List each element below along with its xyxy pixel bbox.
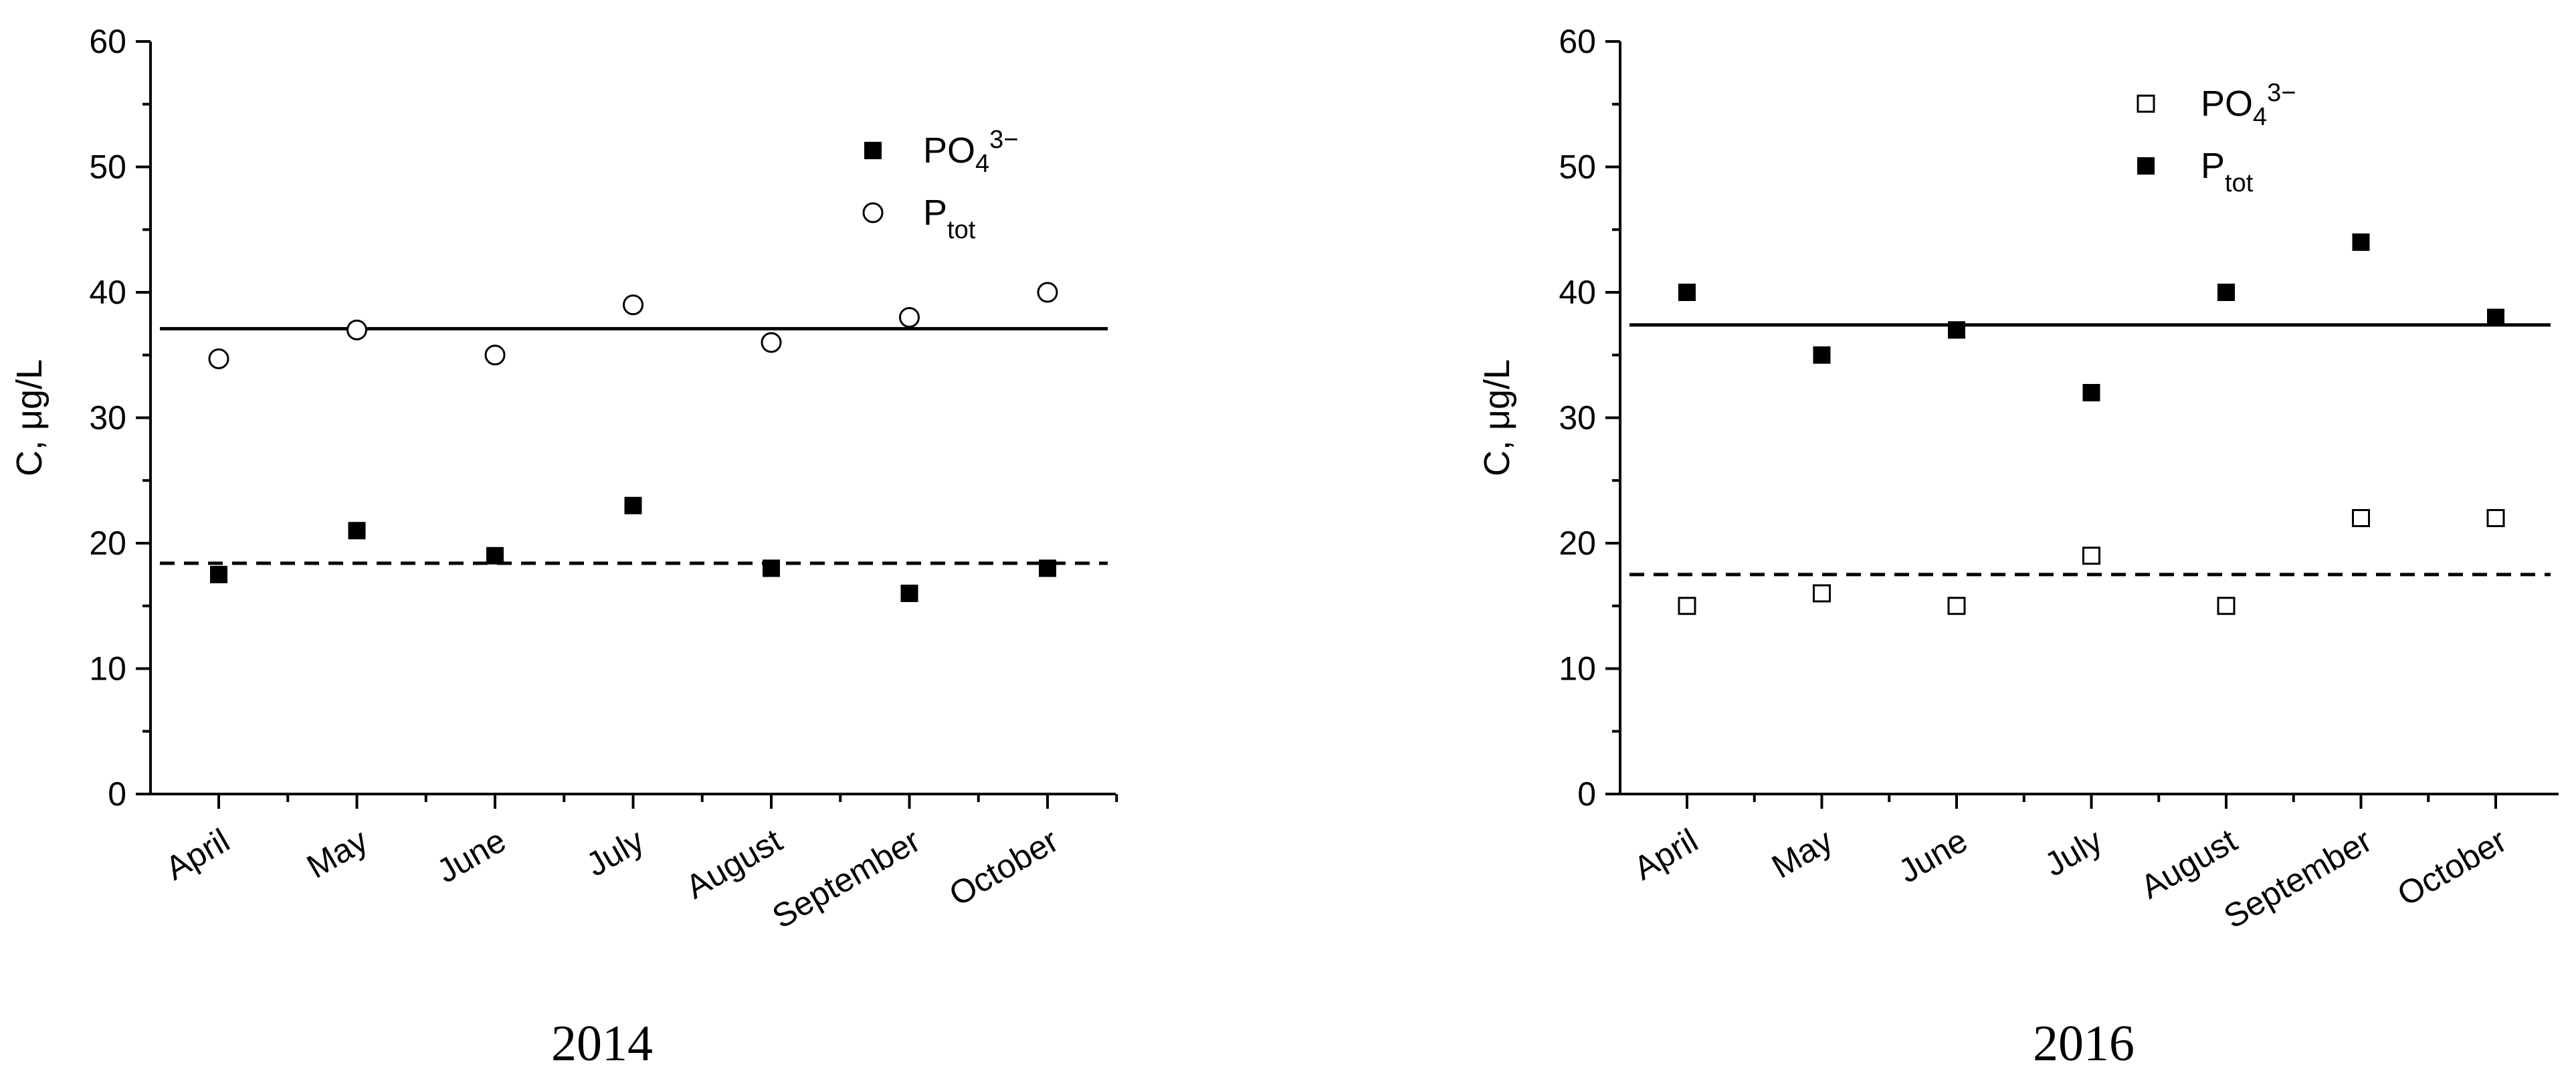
- panel-caption: 2016: [2033, 1015, 2135, 1072]
- y-tick-label: 20: [89, 524, 126, 562]
- x-tick-label-april: April: [1627, 821, 1704, 888]
- x-tick-label-september: September: [2217, 821, 2378, 936]
- chart-panel-2014: 0 10 20 30 40 50 60 April May June July AugustSepte…: [9, 23, 1118, 1072]
- data-point-series-0-august: [763, 559, 780, 577]
- data-point-series-0-july: [624, 496, 642, 514]
- data-point-series-1-june: [1948, 321, 1965, 339]
- data-point-series-1-september: [899, 307, 920, 328]
- y-tick-label: 60: [1559, 23, 1596, 60]
- x-tick-label-october: October: [2391, 821, 2512, 913]
- data-point-series-0-june: [486, 547, 504, 565]
- y-tick-label: 10: [89, 650, 126, 688]
- legend-marker-1: [2137, 157, 2155, 175]
- data-point-series-1-august: [2217, 284, 2235, 301]
- y-tick-label: 40: [89, 274, 126, 311]
- legend-label-1: Ptot: [923, 193, 976, 244]
- x-tick-label-may: May: [300, 821, 374, 886]
- data-point-series-0-may: [1813, 584, 1831, 603]
- y-tick-label: 40: [1559, 274, 1596, 311]
- y-axis-label: C, μg/L: [1477, 359, 1517, 476]
- data-point-series-0-september: [2352, 509, 2370, 527]
- y-tick-label: 0: [108, 775, 126, 813]
- y-tick-label: 50: [89, 149, 126, 186]
- data-point-series-0-july: [2082, 547, 2100, 565]
- data-point-series-1-april: [1678, 284, 1696, 301]
- x-tick-label-september: September: [766, 821, 926, 936]
- data-point-series-1-april: [208, 348, 229, 369]
- data-point-series-1-august: [761, 332, 782, 353]
- x-tick-label-october: October: [943, 821, 1064, 913]
- data-point-series-1-june: [484, 345, 506, 366]
- legend-marker-0: [2137, 94, 2155, 113]
- y-tick-label: 10: [1559, 650, 1596, 688]
- legend-marker-1: [862, 202, 884, 223]
- y-tick-label: 20: [1559, 524, 1596, 562]
- y-tick-label: 30: [89, 399, 126, 437]
- data-point-series-1-may: [1813, 346, 1831, 364]
- x-tick-label-july: July: [580, 821, 650, 884]
- data-point-series-1-october: [1037, 282, 1058, 303]
- y-tick-label: 30: [1559, 399, 1596, 437]
- data-point-series-0-october: [2486, 509, 2505, 527]
- data-point-series-0-september: [900, 585, 918, 602]
- y-tick-label: 0: [1577, 775, 1596, 813]
- data-point-series-1-may: [346, 319, 367, 340]
- data-point-series-0-april: [210, 565, 227, 583]
- data-point-series-1-october: [2487, 308, 2504, 326]
- y-tick-label: 60: [89, 23, 126, 60]
- legend-label-0: PO43−: [2201, 79, 2296, 131]
- data-point-series-0-april: [1678, 597, 1696, 615]
- data-point-series-1-july: [2082, 384, 2100, 401]
- x-tick-label-august: August: [2135, 821, 2244, 906]
- data-point-series-0-august: [2217, 597, 2236, 615]
- legend-marker-0: [864, 142, 882, 159]
- x-tick-label-april: April: [159, 821, 236, 888]
- legend-label-1: Ptot: [2201, 146, 2254, 197]
- data-point-series-0-october: [1039, 559, 1056, 577]
- y-tick-label: 50: [1559, 149, 1596, 186]
- panel-caption: 2014: [551, 1015, 653, 1072]
- x-tick-label-august: August: [680, 821, 789, 906]
- data-point-series-0-may: [348, 522, 366, 540]
- data-point-series-1-july: [623, 294, 643, 316]
- data-point-series-0-june: [1947, 597, 1966, 615]
- data-point-series-1-september: [2352, 233, 2370, 251]
- x-tick-label-may: May: [1765, 821, 1839, 886]
- chart-panel-2016: 0 10 20 30 40 50 60 April May June July AugustSepte…: [1477, 23, 2559, 1072]
- x-tick-label-july: July: [2038, 821, 2108, 884]
- legend-label-0: PO43−: [923, 126, 1019, 178]
- y-axis-label: C, μg/L: [9, 359, 49, 476]
- x-tick-label-june: June: [1892, 821, 1974, 890]
- x-tick-label-june: June: [431, 821, 512, 890]
